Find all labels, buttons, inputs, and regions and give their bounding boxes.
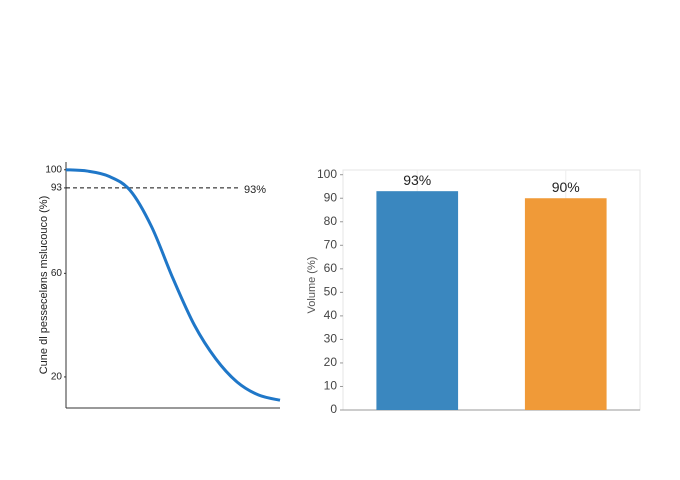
bar [376,191,459,410]
value-label: 93% [403,172,431,188]
y-tick-label: 60 [51,268,63,279]
y-tick-label: 100 [317,167,337,181]
y-tick-label: 100 [45,164,62,175]
y-tick-label: 93 [51,183,63,194]
value-label: 90% [552,179,580,195]
reference-label: 93% [244,184,266,196]
line [65,168,281,402]
y-tick-label: 20 [51,372,63,383]
y-tick-label: 0 [330,402,337,416]
y-tick-label: 10 [324,379,338,393]
y-tick-label: 50 [324,285,338,299]
y-tick-label: 40 [324,308,338,322]
y-tick-label: 70 [324,237,338,251]
y-tick-label: 80 [324,214,338,228]
y-axis-label: Volume (%) [306,257,318,314]
y-axis-label: Cune dl pesseceløns mslucouco (%) [38,196,50,375]
y-tick-label: 20 [324,355,338,369]
bar [524,198,607,410]
y-tick-label: 90 [324,190,338,204]
y-tick-label: 30 [324,332,338,346]
y-tick-label: 60 [324,261,338,275]
